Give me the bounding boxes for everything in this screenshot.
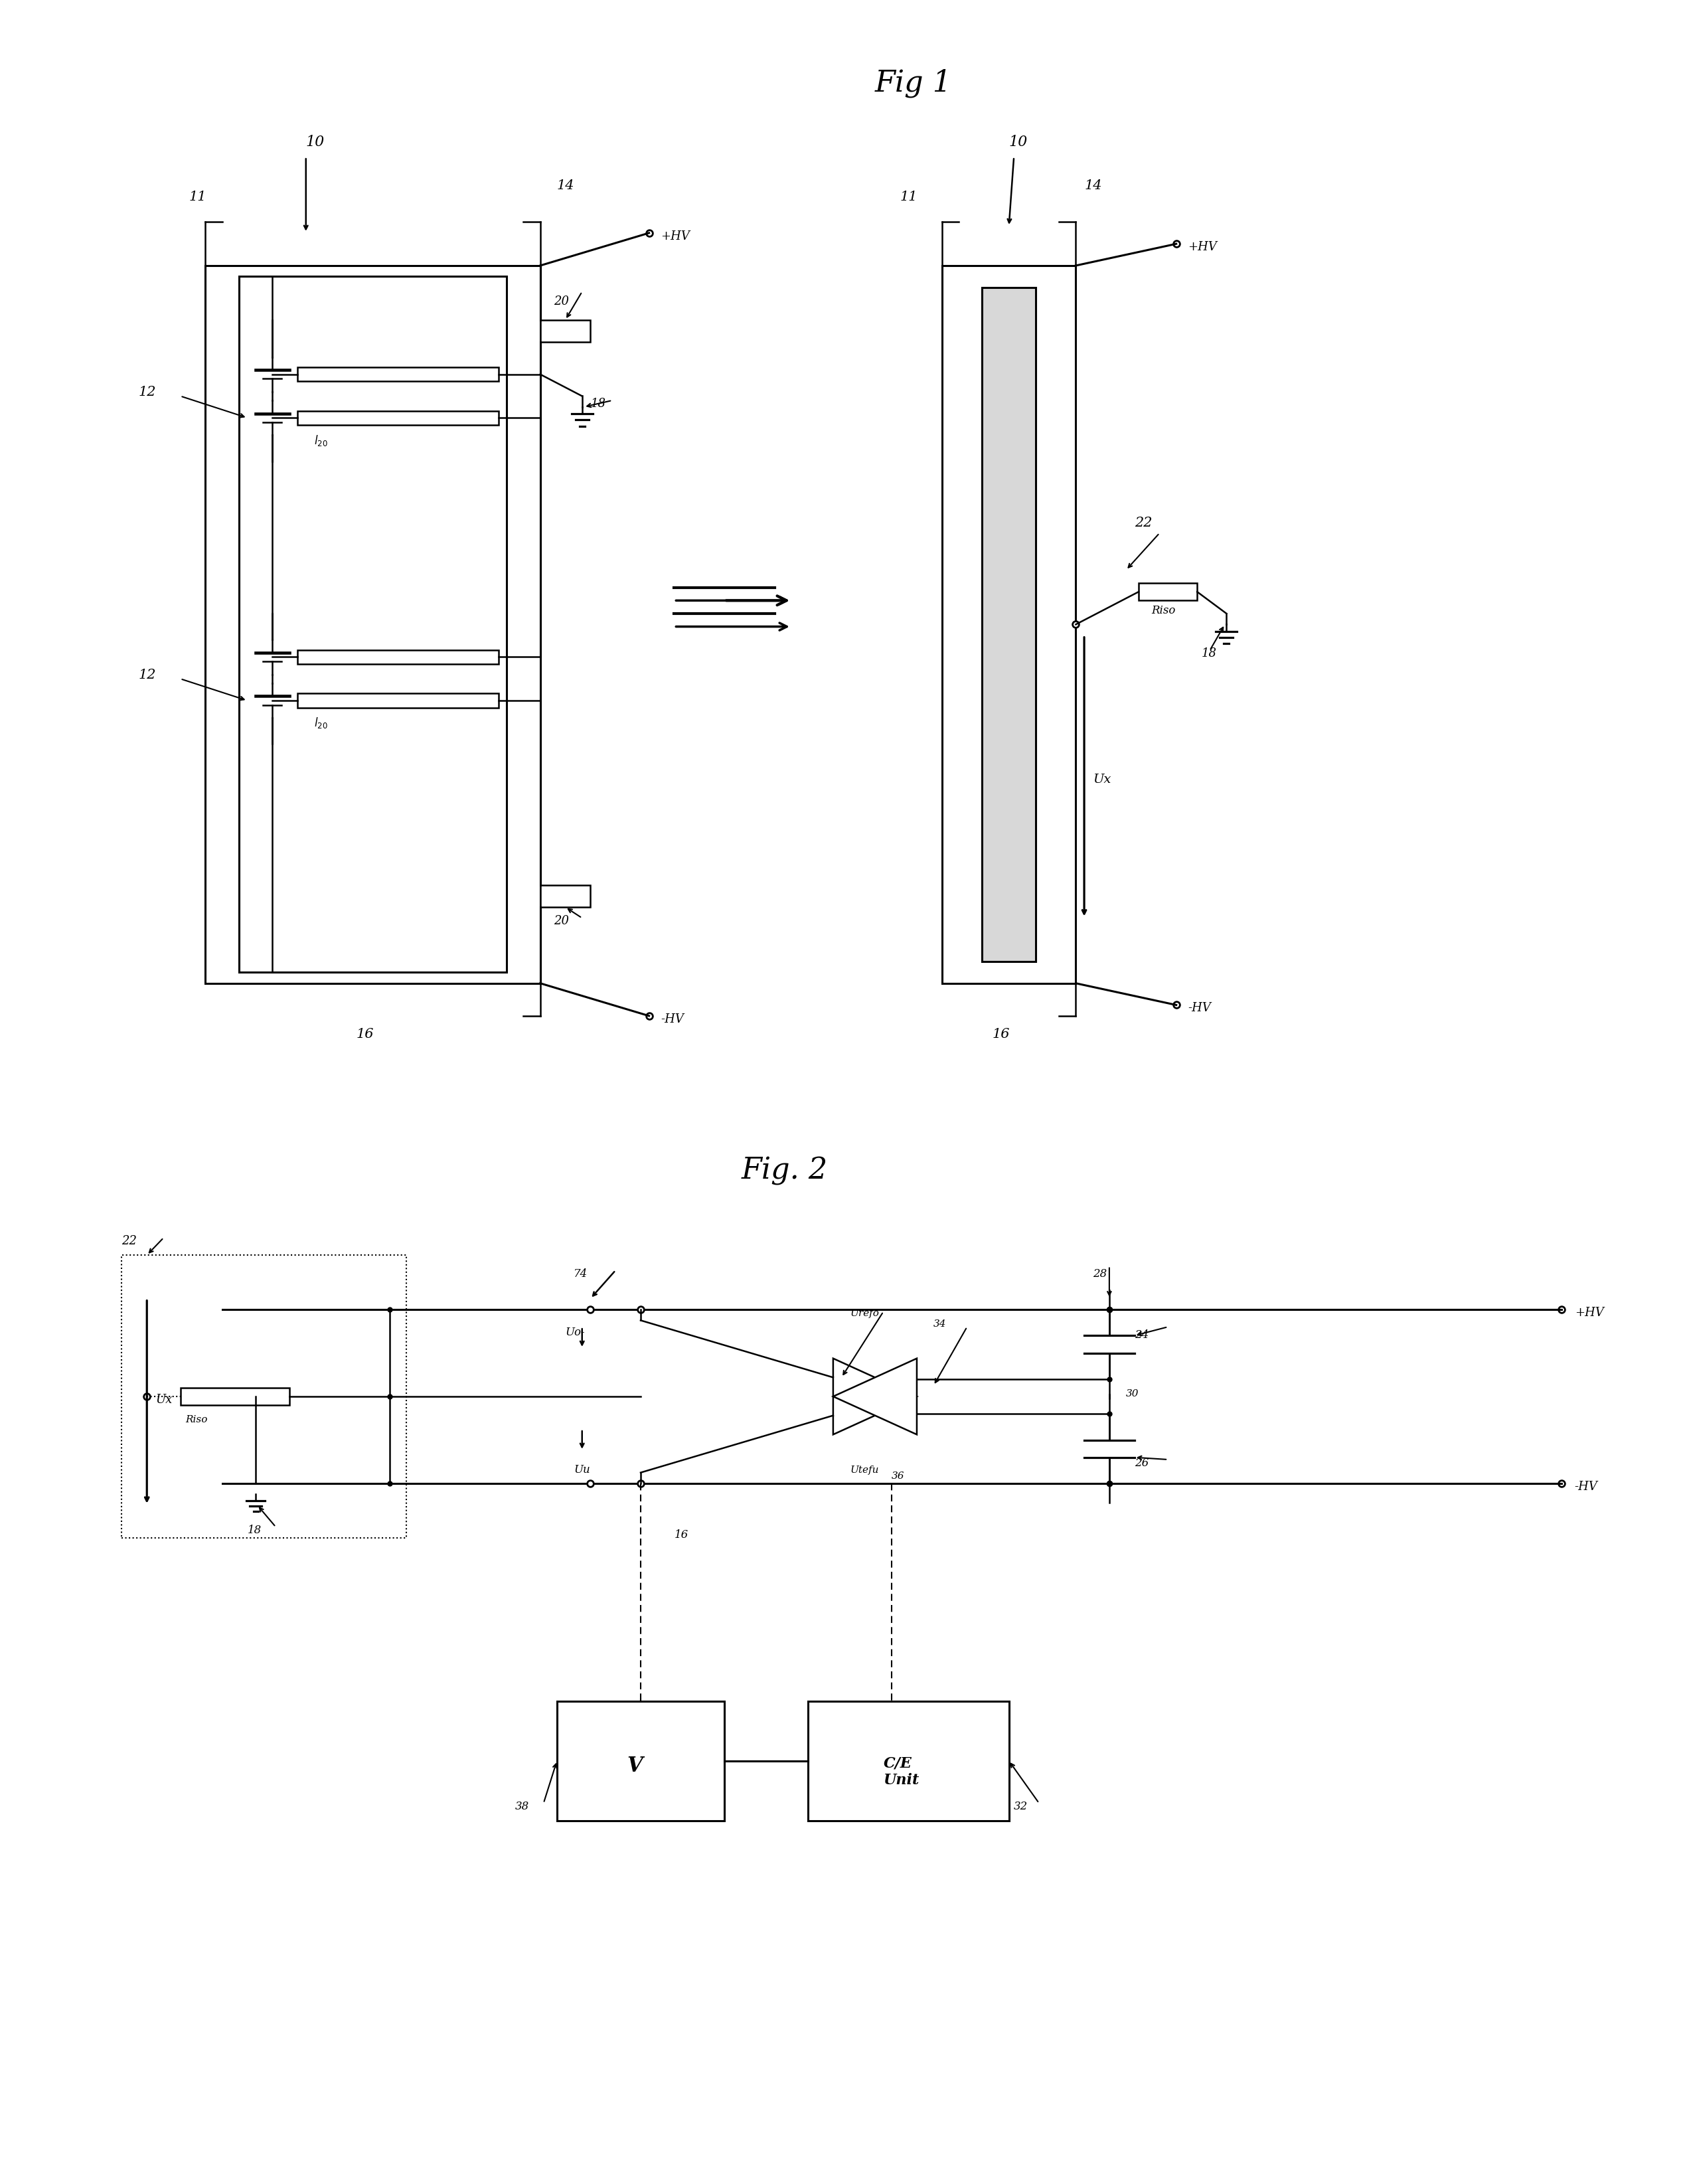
Text: 14: 14	[557, 179, 574, 192]
Text: 11: 11	[188, 190, 207, 203]
Text: 20: 20	[554, 295, 569, 308]
Text: -HV: -HV	[1575, 1481, 1597, 1492]
Bar	[540, 319, 591, 341]
Text: 16: 16	[993, 1029, 1010, 1040]
Bar	[298, 695, 498, 708]
Bar	[983, 288, 1035, 961]
Text: 18: 18	[591, 397, 606, 411]
Text: Ux: Ux	[1092, 773, 1111, 786]
Bar	[557, 1701, 724, 1821]
Text: 18: 18	[247, 1524, 261, 1535]
Text: Uo-: Uo-	[565, 1328, 586, 1339]
Text: 38: 38	[515, 1802, 528, 1813]
Text: 18: 18	[1202, 649, 1217, 660]
Text: 28: 28	[1092, 1269, 1107, 1280]
Text: 20: 20	[554, 915, 569, 928]
Polygon shape	[833, 1358, 917, 1435]
Bar	[205, 266, 540, 983]
Bar	[298, 367, 498, 382]
Text: +HV: +HV	[1188, 240, 1217, 253]
Text: 74: 74	[574, 1269, 587, 1280]
Text: 14: 14	[1084, 179, 1102, 192]
Text: Fig. 2: Fig. 2	[741, 1158, 828, 1186]
Text: Fig 1: Fig 1	[875, 70, 953, 98]
Polygon shape	[833, 1358, 917, 1435]
Text: 22: 22	[121, 1234, 136, 1247]
Text: Uu: Uu	[574, 1463, 591, 1474]
Text: $l_{20}$: $l_{20}$	[315, 432, 328, 448]
Text: 32: 32	[1013, 1802, 1028, 1813]
Text: 16: 16	[357, 1029, 374, 1040]
Bar	[298, 411, 498, 426]
Bar	[121, 1256, 406, 1538]
Text: 30: 30	[1126, 1389, 1139, 1398]
Text: 16: 16	[675, 1529, 688, 1540]
Text: 11: 11	[900, 190, 917, 203]
Bar	[942, 266, 1075, 983]
Text: $l_{20}$: $l_{20}$	[315, 716, 328, 729]
Text: 12: 12	[138, 668, 157, 681]
Text: 26: 26	[1134, 1457, 1148, 1468]
Text: 10: 10	[306, 135, 325, 149]
Text: Ux: Ux	[155, 1393, 172, 1406]
Bar	[180, 1387, 289, 1404]
Text: C/E
Unit: C/E Unit	[884, 1756, 919, 1787]
Text: 12: 12	[138, 387, 157, 400]
Text: 34: 34	[934, 1319, 946, 1328]
Text: -HV: -HV	[661, 1013, 683, 1024]
Text: +HV: +HV	[661, 229, 690, 242]
Text: Riso: Riso	[1151, 605, 1175, 616]
Text: 10: 10	[1008, 135, 1028, 149]
Text: Urefo: Urefo	[850, 1308, 879, 1317]
Bar	[540, 885, 591, 906]
Bar	[239, 277, 507, 972]
Bar	[1139, 583, 1197, 601]
Text: Riso: Riso	[185, 1415, 207, 1424]
Text: -HV: -HV	[1188, 1002, 1212, 1013]
Text: +HV: +HV	[1575, 1306, 1604, 1319]
Text: V: V	[628, 1756, 643, 1776]
Text: Utefu: Utefu	[850, 1465, 879, 1474]
Bar	[298, 651, 498, 664]
Bar	[808, 1701, 1008, 1821]
Text: 22: 22	[1134, 518, 1151, 529]
Text: 36: 36	[892, 1472, 905, 1481]
Text: 24: 24	[1134, 1330, 1148, 1341]
